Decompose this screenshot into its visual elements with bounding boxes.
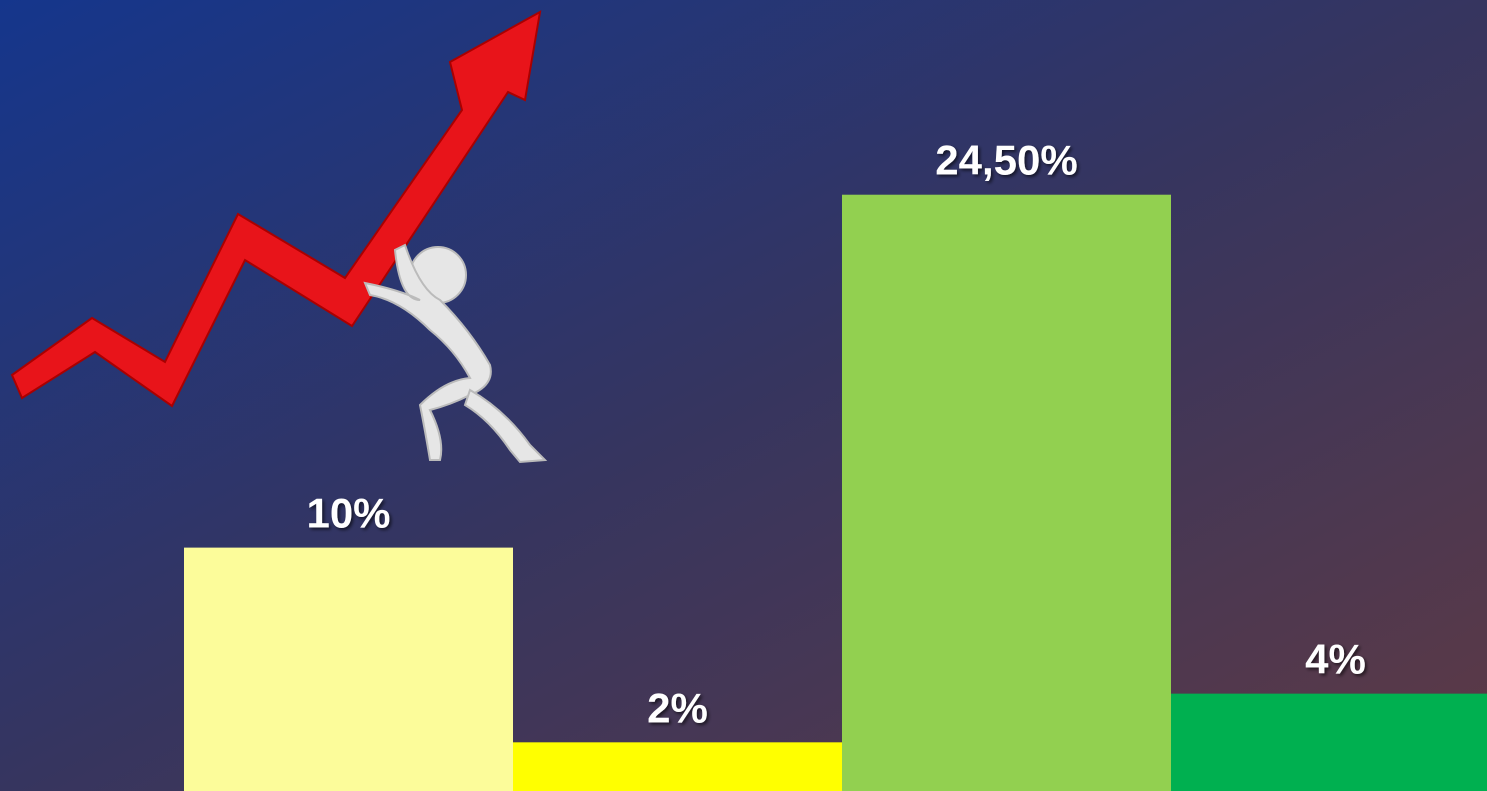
value-label: 10% bbox=[306, 490, 390, 537]
bar bbox=[842, 195, 1171, 791]
chart: 10% 2% 24,50% 4% bbox=[0, 0, 1487, 791]
value-label: 4% bbox=[1305, 636, 1366, 683]
bar bbox=[513, 742, 842, 791]
bar bbox=[1171, 694, 1487, 791]
bar bbox=[184, 548, 513, 791]
value-label: 2% bbox=[647, 684, 708, 731]
value-label: 24,50% bbox=[935, 137, 1077, 184]
page: 10%2%24,50%4% (() => { const data = JSON… bbox=[0, 0, 1487, 791]
